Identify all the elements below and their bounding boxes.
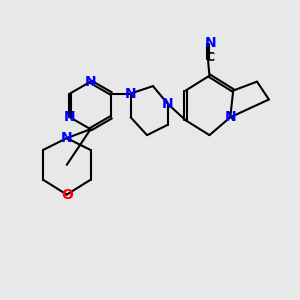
Text: N: N: [61, 131, 73, 145]
Text: N: N: [224, 110, 236, 124]
Text: N: N: [125, 86, 136, 100]
Text: N: N: [85, 75, 96, 88]
Text: N: N: [64, 110, 76, 124]
Text: N: N: [162, 97, 174, 111]
Text: N: N: [205, 36, 216, 50]
Text: C: C: [206, 51, 215, 64]
Text: O: O: [61, 188, 73, 202]
